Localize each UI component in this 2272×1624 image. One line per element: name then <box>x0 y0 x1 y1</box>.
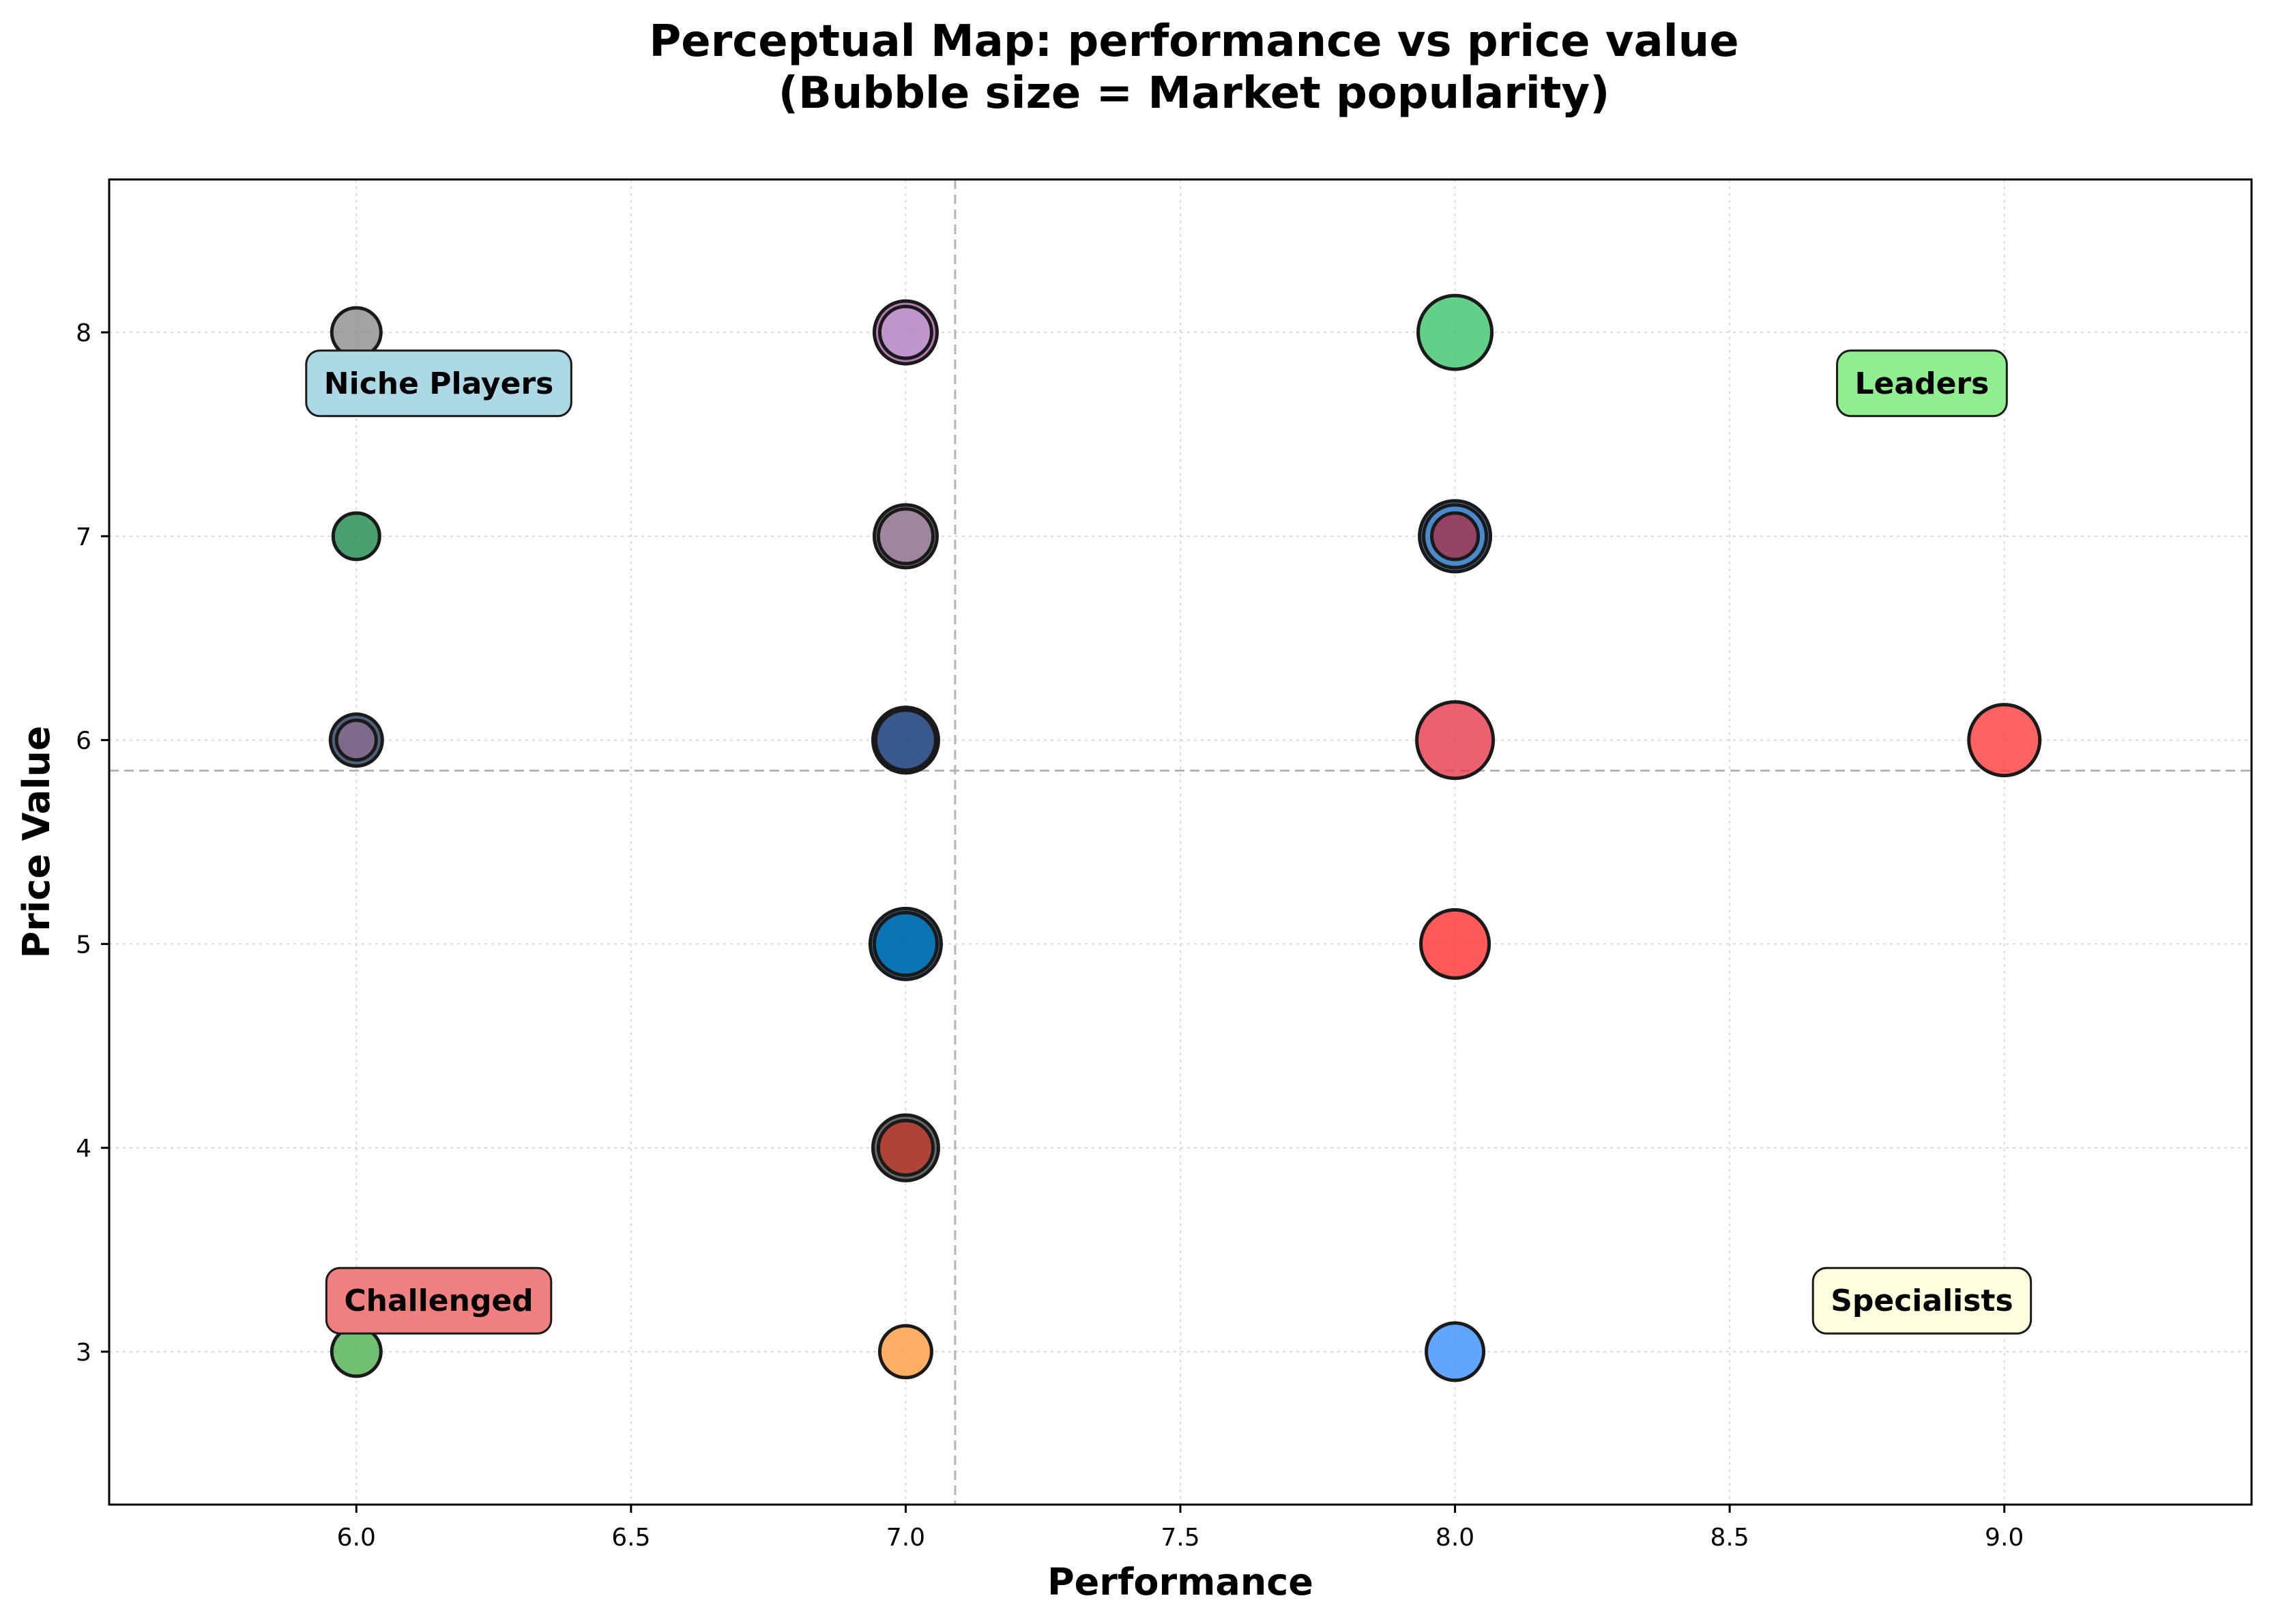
bubble-series <box>328 293 2042 1382</box>
y-tick-label: 8 <box>76 319 91 347</box>
x-axis-ticks: 6.0 6.5 7.0 7.5 8.0 8.5 9.0 <box>337 1505 2024 1552</box>
quadrant-labels: Niche Players Leaders Challenged Specialist… <box>305 349 2033 1335</box>
x-tick-label: 6.0 <box>337 1524 376 1552</box>
y-tick-label: 4 <box>76 1135 91 1163</box>
y-tick-label: 5 <box>76 931 91 959</box>
bubble-point <box>1430 511 1481 562</box>
quadrant-label: Leaders <box>1836 349 2008 418</box>
x-tick-label: 9.0 <box>1985 1524 2024 1552</box>
quadrant-label-box <box>1811 1266 2033 1335</box>
quadrant-label-text: Challenged <box>344 1284 533 1318</box>
bubble-point <box>873 708 937 772</box>
grid-lines <box>109 179 2252 1505</box>
bubble-point <box>877 304 933 360</box>
x-tick-label: 6.5 <box>611 1524 650 1552</box>
x-axis-label: Performance <box>1047 1561 1313 1604</box>
y-tick-label: 7 <box>76 523 91 551</box>
quadrant-label-text: Niche Players <box>324 366 554 401</box>
y-tick-label: 3 <box>76 1339 91 1367</box>
bubble-point <box>1967 703 2042 778</box>
x-tick-label: 8.5 <box>1710 1524 1749 1552</box>
bubble-point <box>876 507 935 566</box>
bubble-point <box>331 511 381 562</box>
bubble-point <box>872 910 939 977</box>
quadrant-label: Challenged <box>325 1266 553 1335</box>
x-tick-label: 7.5 <box>1161 1524 1199 1552</box>
bubble-point <box>877 1324 933 1380</box>
y-axis-label: Price Value <box>15 725 58 958</box>
bubble-point <box>1425 1321 1486 1382</box>
bubble-point <box>1415 700 1496 781</box>
x-tick-label: 8.0 <box>1436 1524 1474 1552</box>
x-tick-label: 7.0 <box>886 1524 925 1552</box>
bubble-point <box>876 1118 935 1177</box>
bubble-point <box>1419 908 1491 980</box>
bubble-point <box>334 719 378 762</box>
quadrant-label-box <box>325 1266 553 1335</box>
chart-subtitle: (Bubble size = Market popularity) <box>778 68 1610 119</box>
quadrant-label: Niche Players <box>305 349 572 418</box>
quadrant-label-box <box>1836 349 2008 418</box>
bubble-point <box>1416 293 1494 371</box>
quadrant-label-box <box>305 349 572 418</box>
reference-lines <box>109 179 2252 1505</box>
chart-title: Perceptual Map: performance vs price val… <box>649 16 1738 67</box>
quadrant-label-text: Specialists <box>1831 1284 2013 1318</box>
quadrant-label-text: Leaders <box>1855 366 1990 401</box>
y-axis-ticks: 3 4 5 6 7 8 <box>76 319 109 1367</box>
y-tick-label: 6 <box>76 727 91 755</box>
quadrant-label: Specialists <box>1811 1266 2033 1335</box>
